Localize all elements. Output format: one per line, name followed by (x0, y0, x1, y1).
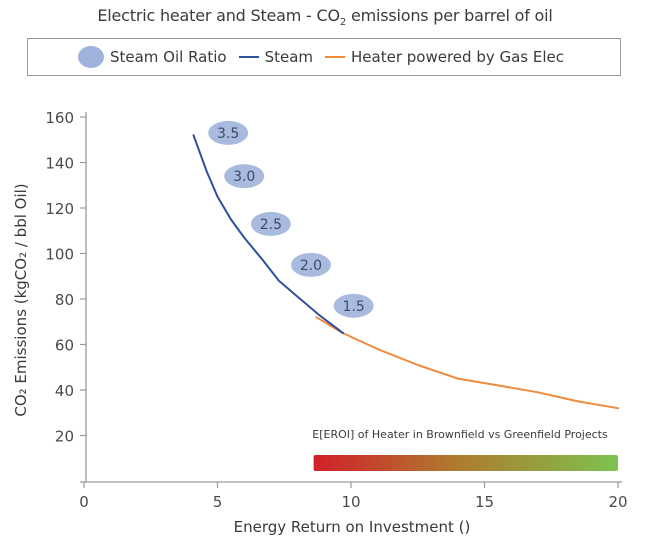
title-tail: emissions per barrel of oil (346, 6, 553, 25)
y-tick-label: 160 (45, 109, 74, 127)
y-tick-label: 60 (55, 337, 74, 355)
bubble-label: 3.5 (217, 126, 239, 142)
legend-label: Steam (264, 48, 314, 66)
y-tick-label: 140 (45, 155, 74, 173)
x-tick-label: 0 (79, 493, 89, 511)
y-tick-label: 120 (45, 200, 74, 218)
title-text: Electric heater and Steam - CO (97, 6, 340, 25)
eroi-gradient-bar (313, 455, 618, 471)
y-tick-label: 20 (55, 428, 74, 446)
chart-title: Electric heater and Steam - CO2 emission… (0, 6, 650, 28)
legend-item-steam: Steam (238, 48, 314, 66)
x-tick-label: 15 (475, 493, 494, 511)
y-axis-title: CO₂ Emissions (kgCO₂ / bbl Oil) (12, 183, 30, 416)
bubble-label: 2.5 (260, 217, 282, 233)
steam-line (192, 134, 344, 335)
steam-oil-ratio-bubble (250, 211, 291, 236)
y-tick-label: 80 (55, 291, 74, 309)
line-marker-icon (238, 56, 259, 58)
bubble-label: 1.5 (343, 299, 365, 315)
color-bar-caption: E[EROI] of Heater in Brownfield vs Green… (312, 428, 608, 441)
steam-oil-ratio-bubble (333, 293, 374, 318)
heater-powered-by-gas-elec-line (315, 316, 619, 410)
x-axis-title: Energy Return on Investment () (234, 518, 471, 536)
line-marker-icon (325, 56, 346, 58)
x-tick-label: 20 (608, 493, 627, 511)
bubble-marker-icon (77, 46, 104, 68)
legend-label: Steam Oil Ratio (109, 48, 227, 66)
y-tick-label: 40 (55, 382, 74, 400)
steam-oil-ratio-bubble (290, 252, 331, 277)
eroi-color-bar (313, 455, 618, 471)
steam-oil-ratio-bubbles: 3.5 3.0 2.5 2.0 1.5 (208, 120, 374, 318)
steam-oil-ratio-bubble (224, 164, 265, 189)
title-subscript: 2 (339, 17, 347, 29)
legend-label: Heater powered by Gas Elec (351, 48, 565, 66)
legend-item-heater: Heater powered by Gas Elec (325, 48, 564, 66)
chart-legend: Steam Oil Ratio Steam Heater powered by … (27, 38, 621, 76)
bubble-label: 3.0 (233, 169, 255, 185)
legend-item-steam-oil-ratio: Steam Oil Ratio (77, 46, 227, 68)
x-tick-label: 10 (341, 493, 360, 511)
bubble-label: 2.0 (300, 258, 322, 274)
series-lines (192, 134, 619, 410)
x-tick-label: 5 (213, 493, 223, 511)
y-tick-label: 100 (45, 246, 74, 264)
axes: 20 40 60 80 100 120 140 160 0 5 10 15 20 (45, 109, 627, 511)
steam-oil-ratio-bubble (208, 120, 249, 145)
